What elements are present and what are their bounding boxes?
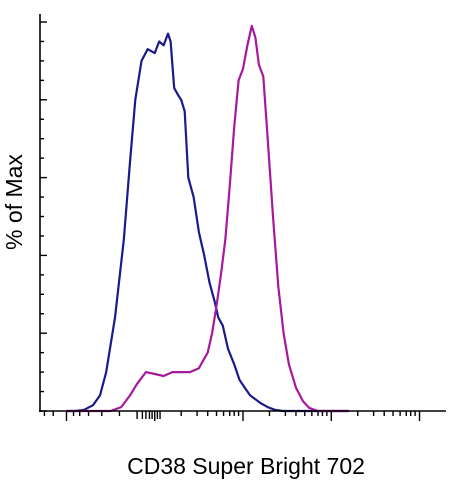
series-layer — [66, 24, 349, 413]
x-axis-label: CD38 Super Bright 702 — [127, 453, 365, 479]
series-line-2 — [66, 24, 349, 413]
axes-layer — [39, 14, 446, 421]
y-axis-label: % of Max — [1, 154, 27, 250]
series-line-1 — [66, 32, 349, 413]
